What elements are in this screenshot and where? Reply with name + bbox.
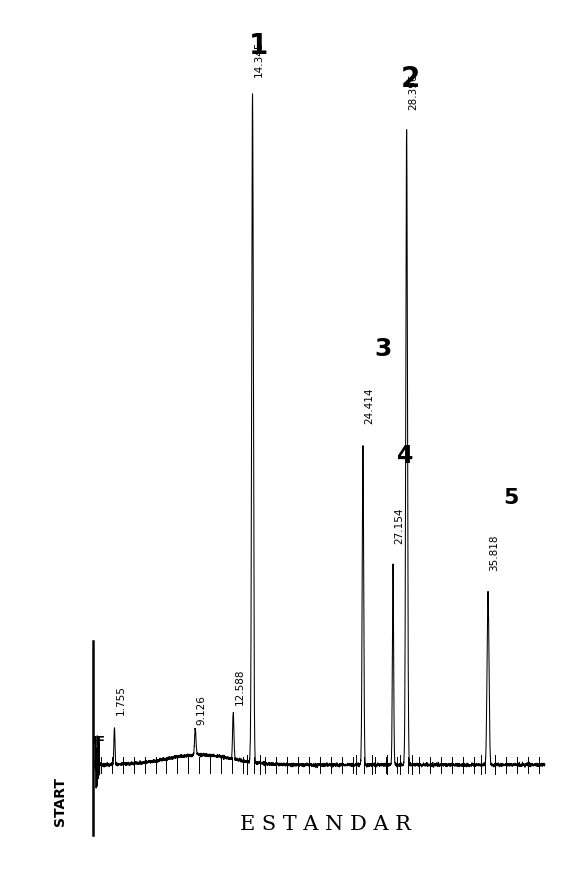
Text: 14.345: 14.345 <box>254 40 264 77</box>
Text: 12.588: 12.588 <box>234 668 245 704</box>
Text: 35.818: 35.818 <box>489 534 499 571</box>
Text: START: START <box>53 777 67 826</box>
Text: 24.414: 24.414 <box>364 387 374 424</box>
Text: 28.396: 28.396 <box>408 74 418 110</box>
Text: 1: 1 <box>249 32 268 60</box>
Text: E S T A N D A R: E S T A N D A R <box>240 815 411 835</box>
Text: 9.126: 9.126 <box>197 695 207 725</box>
Text: 4: 4 <box>397 444 413 468</box>
Text: 5: 5 <box>503 487 519 508</box>
Text: 3: 3 <box>375 337 393 361</box>
Text: 2: 2 <box>401 66 421 93</box>
Text: 27.154: 27.154 <box>394 508 405 544</box>
Text: 1.755: 1.755 <box>116 685 125 715</box>
Text: IF: IF <box>93 735 106 748</box>
